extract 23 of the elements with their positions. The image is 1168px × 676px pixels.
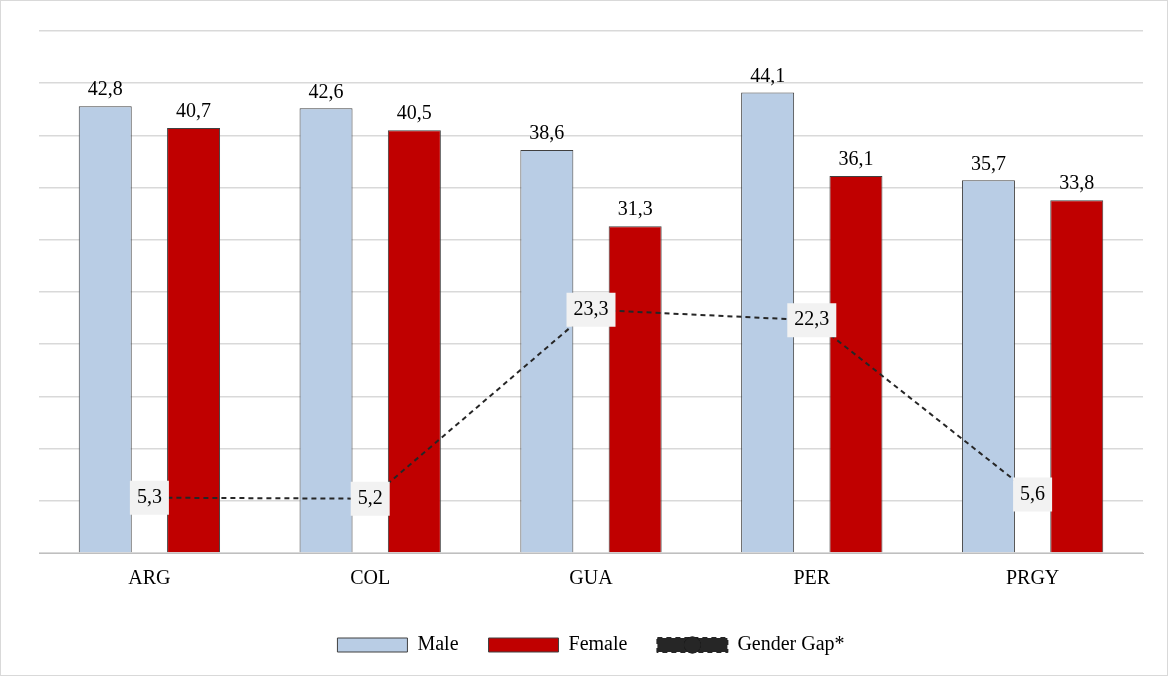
data-label: 38,6 [529, 121, 565, 144]
x-tick-label: ARG [128, 566, 171, 589]
x-tick-label: GUA [569, 566, 614, 589]
legend-label: Gender Gap* [737, 632, 845, 656]
data-label: 5,3 [136, 484, 162, 507]
data-label: 42,8 [87, 77, 123, 100]
x-tick-label: PER [793, 566, 831, 589]
data-label: 40,5 [396, 101, 432, 124]
data-label: 35,7 [970, 151, 1006, 174]
data-label: 44,1 [750, 63, 786, 86]
data-label: 22,3 [794, 307, 830, 330]
data-label: 5,6 [1020, 481, 1046, 504]
data-label: 40,7 [176, 99, 212, 122]
data-label: 31,3 [617, 197, 653, 220]
x-tick-label: PRGY [1005, 566, 1060, 589]
data-label: 36,1 [838, 147, 874, 170]
data-label: 23,3 [573, 297, 609, 319]
legend-label: Male [417, 632, 459, 655]
x-tick-label: COL [350, 566, 391, 589]
legend-label: Female [568, 632, 628, 655]
data-label: 33,8 [1059, 171, 1095, 194]
data-label: 42,6 [308, 79, 344, 102]
data-label: 5,2 [357, 485, 383, 508]
